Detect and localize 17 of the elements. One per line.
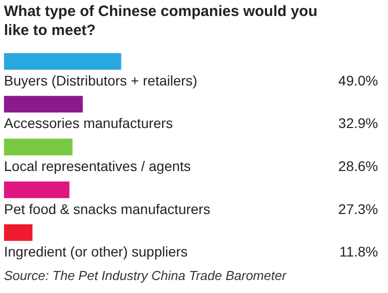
data-label: 49.0%	[338, 72, 378, 88]
bar	[4, 53, 122, 70]
data-label: 32.9%	[338, 115, 378, 132]
text: What type of Chinese companies would you like to meet?	[4, 2, 318, 40]
y-tick-label: Buyers (Distributors + retailers)	[4, 72, 198, 88]
data-label: 27.3%	[338, 200, 378, 217]
bar	[4, 224, 32, 241]
bar	[4, 138, 73, 156]
y-tick-label: Local representatives / agents	[4, 158, 191, 174]
y-tick-label: Pet food & snacks manufacturers	[4, 200, 210, 217]
y-tick-label: Accessories manufacturers	[4, 115, 173, 132]
y-tick-label: Ingredient (or other) suppliers	[4, 244, 188, 260]
bar	[4, 96, 83, 113]
bar	[4, 181, 70, 198]
data-label: 28.6%	[338, 158, 378, 174]
data-label: 11.8%	[339, 244, 378, 260]
annotation: Source: The Pet Industry China Trade Barometer	[4, 268, 286, 283]
